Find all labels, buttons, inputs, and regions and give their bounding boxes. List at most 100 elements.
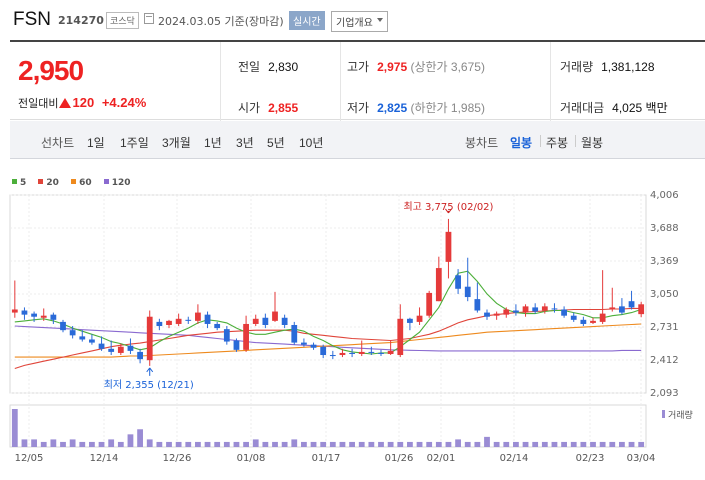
candle-body	[378, 352, 384, 354]
volume-bar	[252, 439, 259, 447]
candle-body	[541, 306, 548, 311]
volume-bar	[185, 441, 192, 447]
volume-legend-swatch	[662, 410, 665, 418]
candle-body	[416, 315, 423, 322]
candle-body	[60, 321, 66, 331]
volume-bar	[551, 441, 558, 447]
candle-body	[98, 343, 105, 349]
trade-value: 거래대금 4,025 백만	[560, 101, 668, 115]
legend-ma120: 120	[103, 178, 131, 188]
candle-body	[21, 310, 28, 315]
volume-bar	[484, 436, 490, 447]
open-price: 시가 2,855	[238, 101, 299, 115]
high-price: 고가 2,975 (상한가 3,675)	[347, 60, 485, 74]
volume-bar	[561, 441, 567, 447]
candle-body	[387, 350, 394, 354]
candle-body	[368, 351, 375, 353]
volume-bar	[223, 441, 230, 447]
volume-bar	[21, 439, 28, 447]
company-info-dropdown[interactable]: 기업개요	[331, 11, 388, 32]
x-tick-label: 02/23	[576, 453, 605, 464]
candlestick-chart[interactable]: 4,006 3,688 3,369 3,050 2,731 2,412 2,093 12/05…	[0, 172, 705, 480]
volume-bar	[60, 441, 66, 447]
y-tick-label: 2,412	[650, 355, 679, 366]
volume-bar	[40, 441, 47, 447]
tab-1d[interactable]: 1일	[87, 136, 105, 150]
candle-body	[513, 310, 519, 313]
candle-body	[310, 344, 317, 348]
candle-body	[474, 299, 481, 311]
x-tick-label: 12/26	[163, 453, 192, 464]
candle-body	[11, 309, 18, 313]
volume-bar	[320, 441, 327, 447]
candle-body	[214, 323, 221, 329]
tab-daily[interactable]: 일봉	[510, 136, 533, 150]
candle-body	[223, 329, 230, 342]
volume-bar	[474, 441, 481, 447]
volume-bar	[397, 441, 404, 447]
candle-body	[609, 307, 616, 310]
volume-bar	[590, 441, 596, 447]
high-arrow-icon	[445, 208, 452, 214]
tab-5y[interactable]: 5년	[267, 136, 285, 150]
volume-bar	[195, 441, 201, 447]
candle-body	[464, 286, 471, 298]
tab-monthly[interactable]: 월봉	[581, 136, 604, 150]
volume-bar	[628, 441, 635, 447]
y-tick-label: 3,050	[650, 289, 679, 300]
volume-bar	[416, 441, 423, 447]
volume-bar	[233, 441, 240, 447]
stock-code: 214270	[58, 14, 104, 27]
price-change: 전일대비 120 +4.24%	[18, 95, 146, 111]
y-tick-label: 2,731	[650, 322, 679, 333]
volume-bar	[378, 441, 384, 447]
candle-body	[252, 318, 259, 324]
volume-plot-frame	[9, 404, 647, 448]
volume-bar	[387, 441, 394, 447]
candle-body	[108, 348, 115, 352]
candle-body	[570, 315, 577, 320]
y-tick-label: 3,369	[650, 256, 679, 267]
volume-bar	[522, 441, 529, 447]
volume-bar	[445, 441, 452, 447]
candle-body	[243, 323, 249, 350]
candle-body	[484, 312, 490, 317]
candle-body	[233, 340, 240, 350]
low-price: 저가 2,825 (하한가 1,985)	[347, 101, 485, 115]
low-arrow-icon	[146, 367, 154, 376]
candle-body	[281, 317, 288, 325]
change-label: 전일대비	[18, 98, 59, 110]
candle-chart-label: 봉차트	[465, 136, 499, 150]
y-tick-label: 2,093	[650, 388, 679, 399]
ma20-line	[14, 307, 642, 370]
volume-bar	[291, 439, 298, 447]
volume-bar	[339, 441, 346, 447]
realtime-button[interactable]: 실시간	[289, 11, 325, 30]
candle-body	[301, 342, 307, 345]
x-tick-label: 02/01	[427, 453, 456, 464]
volume-bar	[619, 441, 625, 447]
ma5-line	[14, 270, 642, 355]
volume-bar	[513, 441, 519, 447]
x-tick-label: 02/14	[500, 453, 529, 464]
tab-1y[interactable]: 1년	[204, 136, 222, 150]
y-tick-label: 4,006	[650, 190, 679, 201]
candle-body	[522, 306, 529, 313]
volume-bar	[166, 441, 172, 447]
volume-bar	[435, 441, 442, 447]
tab-3y[interactable]: 3년	[236, 136, 254, 150]
volume-bar	[262, 441, 269, 447]
candle-body	[397, 318, 404, 356]
x-tick-label: 03/04	[627, 453, 656, 464]
candle-body	[320, 346, 327, 356]
volume-bar	[407, 441, 413, 447]
tab-weekly[interactable]: 주봉	[546, 136, 569, 150]
legend-ma20: 20	[38, 178, 59, 188]
volume-bar	[358, 441, 365, 447]
tab-1w[interactable]: 1주일	[120, 136, 149, 150]
candle-body	[291, 324, 298, 343]
tab-10y[interactable]: 10년	[299, 136, 324, 150]
low-annotation: 최저 2,355 (12/21)	[104, 379, 194, 391]
tab-3m[interactable]: 3개월	[162, 136, 191, 150]
candle-body	[590, 320, 596, 323]
